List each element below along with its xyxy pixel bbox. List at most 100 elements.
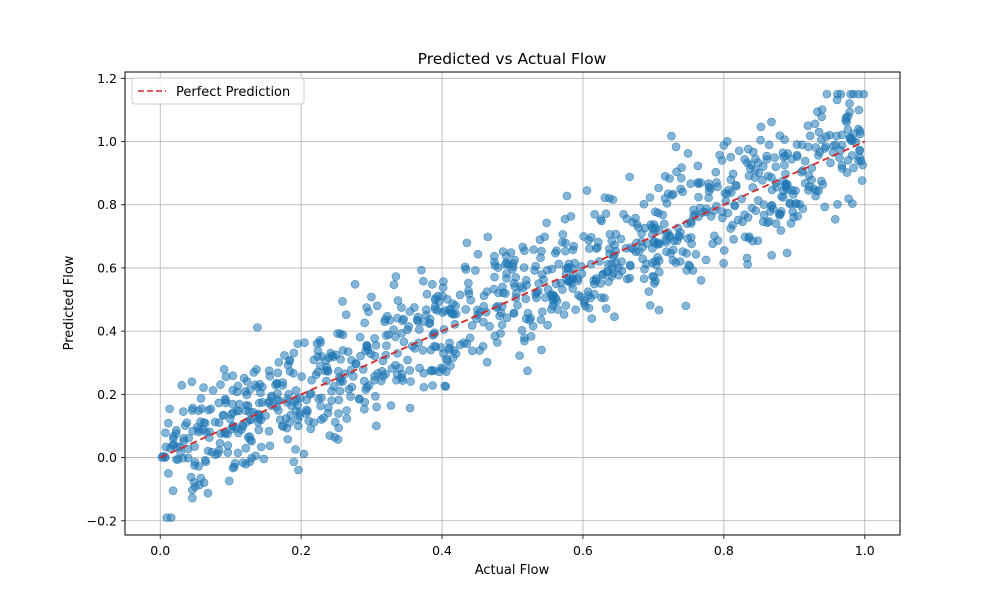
scatter-point: [322, 366, 332, 375]
scatter-point: [561, 246, 570, 256]
scatter-point: [638, 254, 647, 264]
scatter-point: [779, 193, 788, 202]
scatter-point: [822, 89, 832, 99]
scatter-point: [521, 294, 531, 304]
scatter-point: [196, 394, 206, 403]
scatter-point: [681, 301, 691, 311]
scatter-point: [393, 296, 403, 305]
scatter-point: [649, 238, 659, 248]
scatter-point: [346, 392, 355, 401]
scatter-point: [241, 443, 251, 453]
scatter-point: [855, 145, 864, 155]
y-tick-label: 0.2: [97, 387, 117, 402]
scatter-point: [552, 246, 561, 255]
scatter-point: [403, 325, 412, 335]
scatter-point: [329, 352, 338, 362]
scatter-point: [590, 289, 599, 299]
scatter-point: [440, 306, 449, 315]
scatter-point: [391, 360, 400, 370]
scatter-point: [849, 89, 858, 99]
scatter-point: [190, 461, 199, 470]
plot-frame: [124, 71, 901, 536]
scatter-point: [854, 124, 863, 134]
scatter-point: [830, 214, 840, 224]
scatter-point: [781, 181, 791, 191]
scatter-point: [370, 334, 379, 343]
scatter-point: [360, 404, 369, 414]
scatter-point: [311, 370, 321, 380]
scatter-point: [644, 287, 654, 296]
scatter-point: [821, 142, 830, 151]
scatter-point: [490, 272, 499, 282]
scatter-point: [172, 425, 181, 435]
scatter-point: [386, 401, 396, 410]
scatter-point: [234, 428, 243, 438]
scatter-point: [662, 247, 671, 257]
scatter-point: [428, 279, 437, 289]
scatter-point: [568, 245, 578, 255]
scatter-point: [419, 276, 428, 286]
scatter-point: [632, 220, 642, 229]
scatter-point: [382, 311, 392, 321]
scatter-point: [334, 395, 344, 405]
scatter-point: [371, 391, 380, 401]
scatter-point: [195, 480, 204, 490]
scatter-point: [194, 425, 204, 434]
scatter-point: [392, 375, 401, 385]
scatter-point: [718, 213, 727, 223]
scatter-point: [406, 377, 415, 386]
scatter-point: [419, 317, 428, 327]
scatter-point: [289, 457, 299, 467]
scatter-point: [180, 421, 190, 430]
scatter-point: [399, 314, 409, 324]
scatter-point: [372, 402, 381, 412]
scatter-point: [598, 270, 607, 280]
scatter-point: [256, 442, 266, 452]
scatter-point: [809, 184, 818, 193]
scatter-point: [498, 282, 507, 292]
scatter-point: [464, 286, 473, 296]
scatter-point: [792, 150, 802, 160]
scatter-point: [608, 195, 618, 204]
scatter-point: [264, 426, 274, 436]
scatter-point: [204, 405, 213, 415]
scatter-point: [782, 248, 792, 258]
scatter-point: [845, 99, 854, 108]
scatter-point: [780, 160, 789, 170]
x-axis-label: Actual Flow: [475, 563, 550, 578]
scatter-point: [671, 142, 681, 152]
scatter-point: [775, 209, 784, 219]
perfect-prediction-line: [159, 140, 866, 459]
scatter-point: [558, 237, 567, 247]
scatter-point: [273, 368, 283, 378]
y-tick-label: 0.4: [97, 324, 117, 339]
scatter-point: [756, 135, 765, 145]
scatter-point: [520, 336, 529, 346]
scatter-point: [336, 355, 345, 364]
x-tick-label: 0.8: [714, 543, 734, 558]
legend-box: [131, 77, 305, 105]
scatter-point: [740, 210, 749, 220]
scatter-point: [418, 346, 428, 355]
scatter-point: [364, 381, 374, 390]
scatter-point: [813, 107, 822, 117]
scatter-point: [526, 332, 536, 341]
scatter-point: [649, 220, 659, 229]
scatter-point: [814, 150, 823, 160]
scatter-point: [568, 270, 578, 279]
scatter-point: [829, 141, 838, 151]
scatter-point: [196, 473, 206, 483]
scatter-point: [330, 417, 340, 427]
scatter-point: [658, 210, 667, 220]
scatter-point: [428, 381, 437, 390]
scatter-point: [216, 380, 225, 389]
scatter-point: [534, 279, 544, 288]
scatter-point: [654, 183, 663, 193]
scatter-point: [405, 366, 415, 375]
scatter-point: [415, 363, 424, 373]
scatter-point: [490, 257, 499, 267]
scatter-point: [566, 212, 576, 221]
scatter-point: [485, 322, 494, 331]
scatter-point: [334, 409, 343, 418]
scatter-point: [468, 346, 477, 356]
